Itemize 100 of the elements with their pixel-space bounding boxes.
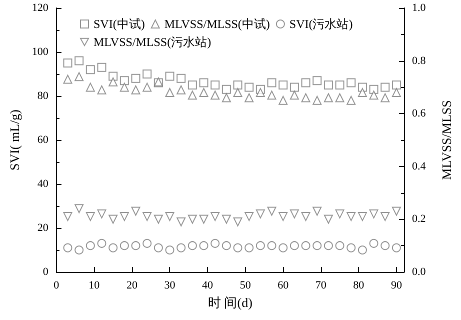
point: [301, 78, 310, 88]
point: [358, 246, 367, 254]
point: [324, 214, 333, 224]
point: [369, 84, 378, 94]
point: [392, 243, 401, 252]
point: [74, 246, 84, 254]
point: [369, 90, 378, 100]
point: [278, 96, 288, 105]
point: [199, 241, 208, 250]
point: [97, 85, 106, 94]
point: [120, 212, 129, 222]
point: [290, 241, 299, 250]
point: [188, 214, 197, 224]
point: [312, 76, 322, 86]
x-tick-label: 90: [390, 280, 402, 292]
y2-tick-label: 0.0: [412, 266, 426, 278]
point: [142, 238, 152, 248]
point: [392, 88, 401, 97]
point: [233, 217, 242, 226]
point: [188, 90, 197, 100]
point: [63, 74, 72, 84]
point: [290, 90, 299, 100]
point: [176, 217, 186, 226]
point: [154, 243, 163, 252]
point: [380, 93, 390, 102]
point: [346, 212, 356, 222]
point: [131, 206, 140, 216]
point: [86, 212, 95, 222]
point: [369, 238, 378, 248]
point: [63, 243, 72, 252]
point: [131, 74, 140, 83]
point: [108, 214, 118, 224]
point: [210, 238, 220, 248]
point: [188, 241, 197, 250]
y2-tick-label: 0.4: [412, 160, 426, 172]
point: [392, 206, 401, 216]
x-tick-label: 10: [88, 280, 100, 292]
point: [74, 72, 84, 82]
point: [86, 82, 95, 92]
point: [222, 93, 231, 102]
point: [74, 56, 84, 66]
point: [165, 88, 174, 97]
point: [165, 72, 174, 81]
point: [233, 243, 242, 252]
point: [278, 243, 288, 252]
y-tick-label: 80: [37, 90, 49, 102]
y-axis-title: SVI( mL/g): [7, 109, 22, 171]
point: [301, 93, 310, 102]
y2-tick-label: 0.8: [412, 54, 426, 67]
point: [131, 85, 140, 94]
legend-label: SVI(中试): [94, 17, 145, 31]
point: [131, 241, 140, 250]
point: [301, 241, 310, 250]
point: [244, 212, 254, 222]
y-tick-label: 120: [32, 2, 49, 14]
point: [335, 80, 344, 90]
x-tick-label: 20: [126, 280, 138, 292]
x-tick-label: 60: [278, 280, 290, 292]
point: [369, 209, 378, 218]
point: [222, 84, 231, 94]
point: [335, 241, 344, 250]
x-tick-label: 0: [54, 280, 60, 292]
point: [142, 212, 152, 222]
point: [380, 82, 390, 92]
y2-tick-label: 0.2: [412, 213, 426, 226]
point: [176, 74, 186, 83]
point: [392, 80, 401, 90]
point: [188, 80, 197, 90]
x-tick-label: 70: [315, 280, 327, 292]
point: [290, 82, 299, 92]
point: [358, 212, 367, 222]
point: [176, 243, 186, 252]
y-tick-label: 100: [32, 46, 49, 58]
point: [335, 93, 344, 102]
legend-label: MLVSS/MLSS(中试): [164, 17, 270, 31]
point: [97, 209, 106, 218]
point: [312, 96, 322, 105]
x-tick-label: 40: [202, 280, 214, 292]
y2-axis-title: MLVSS/MLSS: [439, 100, 454, 180]
x-tick-label: 50: [240, 280, 252, 292]
point: [199, 88, 208, 97]
y-tick-label: 60: [37, 134, 49, 146]
point: [312, 206, 322, 216]
y-tick-label: 20: [37, 222, 49, 234]
legend-label: SVI(污水站): [289, 17, 353, 31]
point: [222, 214, 231, 224]
point: [278, 80, 288, 90]
x-tick-label: 30: [164, 280, 176, 292]
point: [142, 82, 152, 92]
point: [256, 88, 265, 97]
y2-tick-label: 1.0: [412, 2, 426, 14]
point: [120, 76, 129, 86]
point: [324, 241, 333, 250]
legend-label: MLVSS/MLSS(污水站): [94, 35, 212, 49]
point: [346, 78, 356, 88]
point: [233, 88, 242, 97]
point: [244, 82, 254, 92]
point: [97, 62, 106, 72]
point: [267, 241, 276, 250]
point: [199, 214, 208, 224]
